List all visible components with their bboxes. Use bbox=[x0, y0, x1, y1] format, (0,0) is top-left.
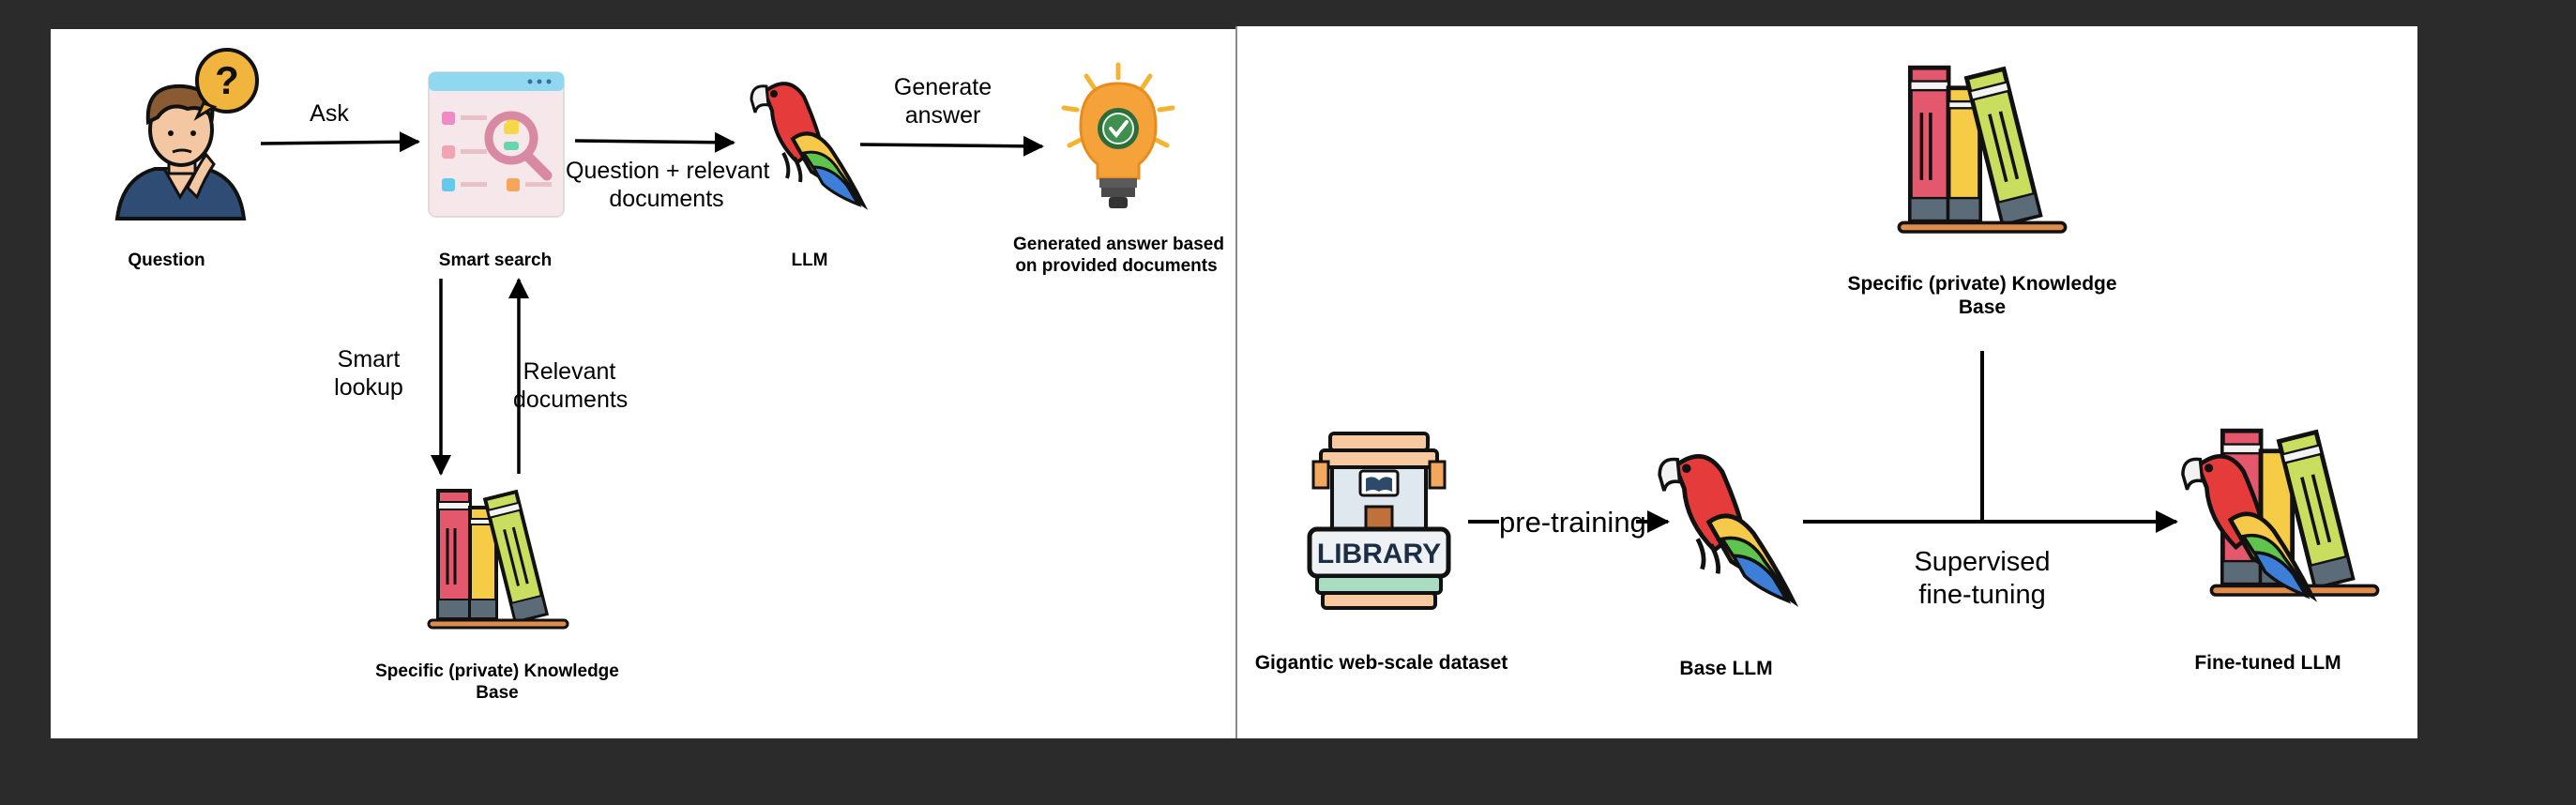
books-icon bbox=[1897, 65, 2068, 234]
smart-lookup-label: Smart lookup bbox=[317, 345, 420, 402]
parrot-icon bbox=[1658, 453, 1798, 607]
ask-arrow bbox=[260, 131, 420, 153]
supervised-finetuning-label: Supervised fine-tuning bbox=[1898, 546, 2067, 612]
library-icon: LIBRARY bbox=[1307, 432, 1451, 610]
question-docs-line2: documents bbox=[609, 186, 724, 212]
pretraining-label: pre-training bbox=[1499, 505, 1646, 540]
ask-label: Ask bbox=[310, 100, 349, 127]
generated-line1: Generated answer based bbox=[1013, 235, 1224, 254]
books-icon bbox=[427, 489, 569, 630]
smart-lookup-line2: lookup bbox=[334, 374, 403, 401]
relevant-docs-label: Relevant documents bbox=[513, 357, 629, 414]
llm-label: LLM bbox=[791, 251, 828, 270]
library-sign: LIBRARY bbox=[1317, 539, 1441, 570]
person-thinking-icon: ? bbox=[114, 48, 259, 220]
generate-line2: answer bbox=[904, 102, 981, 129]
supervised-line1: Supervised bbox=[1914, 547, 2051, 577]
dataset-label: Gigantic web-scale dataset bbox=[1254, 652, 1508, 674]
kb-rag-line2: Base bbox=[476, 682, 519, 703]
generated-line2: on provided documents bbox=[1015, 255, 1218, 276]
smart-lookup-line1: Smart bbox=[337, 346, 401, 372]
supervised-line2: fine-tuning bbox=[1918, 579, 2046, 610]
relevant-line2: documents bbox=[513, 387, 629, 413]
finetune-panel bbox=[1235, 26, 2417, 738]
base-llm-label: Base LLM bbox=[1679, 658, 1773, 679]
svg-text:?: ? bbox=[215, 58, 239, 102]
generated-answer-label: Generated answer based on provided docum… bbox=[1013, 235, 1224, 278]
generate-arrow bbox=[859, 135, 1044, 157]
question-docs-arrow bbox=[574, 131, 735, 153]
question-docs-label: Question + relevant documents bbox=[566, 157, 770, 213]
kb-label-finetune: Specific (private) Knowledge Base bbox=[1841, 272, 2123, 319]
kb-label-rag: Specific (private) Knowledge Base bbox=[366, 661, 629, 705]
parrot-icon bbox=[2181, 453, 2317, 602]
relevant-line1: Relevant bbox=[523, 358, 616, 385]
parrot-icon bbox=[750, 82, 868, 210]
generate-answer-label: Generate answer bbox=[877, 73, 1008, 129]
lightbulb-check-icon bbox=[1061, 62, 1175, 208]
generate-line1: Generate bbox=[893, 74, 993, 100]
kb-ft-line1: Specific (private) Knowledge bbox=[1847, 273, 2117, 295]
question-docs-line1: Question + relevant bbox=[566, 158, 770, 184]
kb-ft-line2: Base bbox=[1958, 296, 2007, 319]
kb-rag-line1: Specific (private) Knowledge bbox=[375, 661, 619, 681]
smart-search-label: Smart search bbox=[438, 251, 553, 270]
finetuned-llm-label: Fine-tuned LLM bbox=[2194, 652, 2341, 674]
smart-search-icon bbox=[428, 71, 565, 218]
question-label: Question bbox=[128, 251, 205, 270]
